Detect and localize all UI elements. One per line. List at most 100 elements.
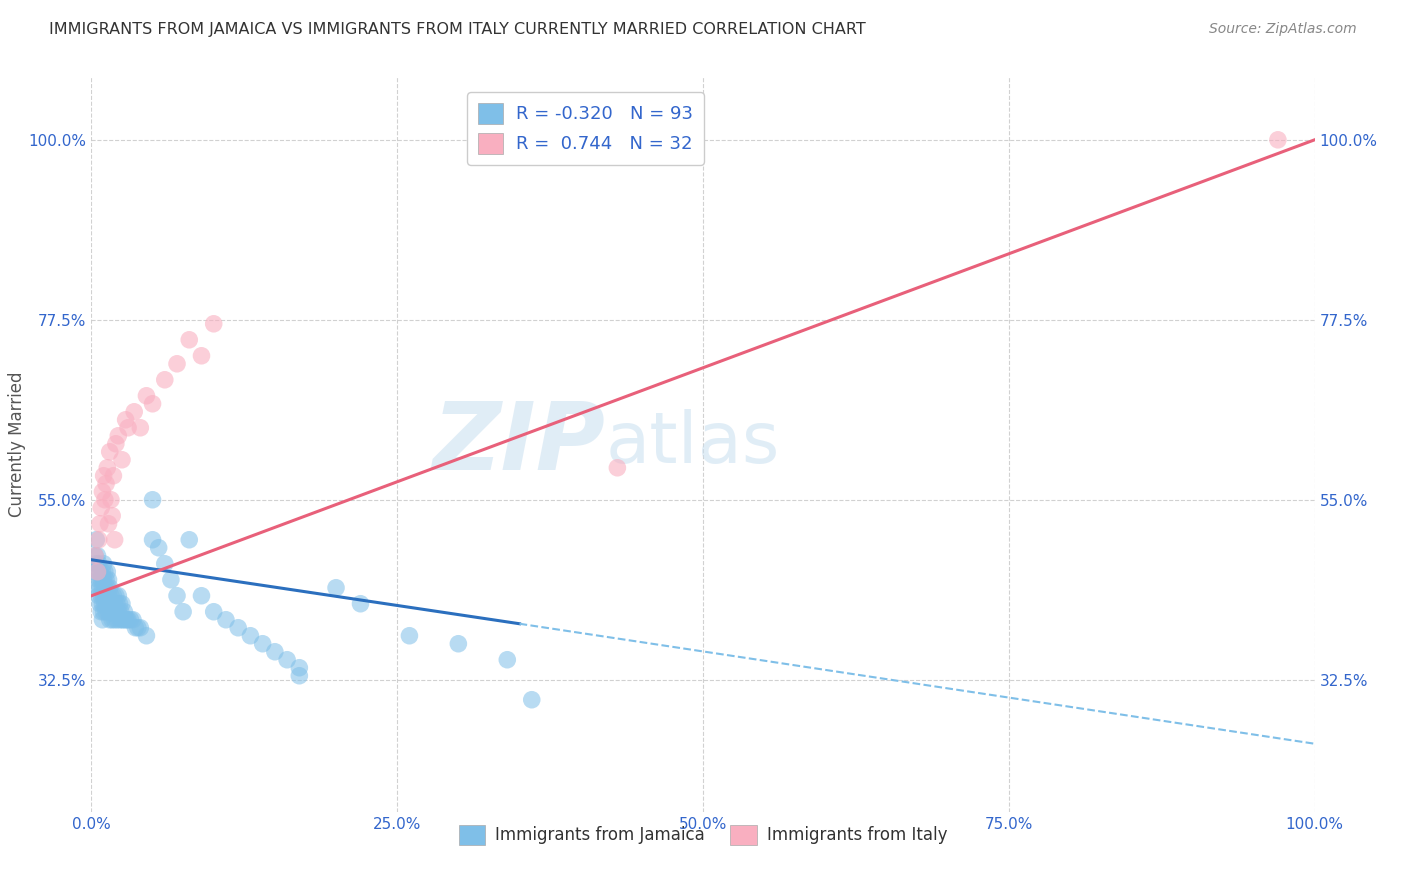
- Point: [105, 597, 128, 611]
- Text: IMMIGRANTS FROM JAMAICA VS IMMIGRANTS FROM ITALY CURRENTLY MARRIED CORRELATION C: IMMIGRANTS FROM JAMAICA VS IMMIGRANTS FR…: [49, 22, 866, 37]
- Point: [115, 613, 138, 627]
- Point: [96, 460, 118, 475]
- Point: [93, 557, 115, 571]
- Point: [100, 589, 122, 603]
- Point: [606, 460, 628, 475]
- Point: [226, 621, 249, 635]
- Legend: Immigrants from Jamaica, Immigrants from Italy: Immigrants from Jamaica, Immigrants from…: [453, 819, 953, 851]
- Point: [104, 597, 127, 611]
- Point: [107, 605, 129, 619]
- Point: [349, 597, 371, 611]
- Point: [86, 565, 108, 579]
- Point: [103, 468, 125, 483]
- Point: [447, 637, 470, 651]
- Point: [101, 613, 124, 627]
- Point: [89, 565, 111, 579]
- Point: [94, 565, 117, 579]
- Point: [111, 452, 134, 467]
- Point: [112, 613, 135, 627]
- Point: [122, 405, 145, 419]
- Point: [96, 581, 118, 595]
- Point: [98, 581, 121, 595]
- Point: [91, 565, 114, 579]
- Point: [103, 589, 125, 603]
- Point: [96, 597, 118, 611]
- Point: [288, 669, 311, 683]
- Point: [496, 653, 519, 667]
- Text: atlas: atlas: [605, 409, 779, 478]
- Point: [93, 573, 115, 587]
- Point: [190, 589, 212, 603]
- Point: [96, 565, 118, 579]
- Point: [84, 549, 107, 563]
- Point: [172, 605, 194, 619]
- Point: [87, 573, 110, 587]
- Point: [160, 573, 183, 587]
- Point: [108, 597, 131, 611]
- Point: [100, 605, 122, 619]
- Point: [91, 581, 114, 595]
- Point: [94, 597, 117, 611]
- Point: [129, 621, 152, 635]
- Point: [97, 605, 120, 619]
- Point: [398, 629, 420, 643]
- Point: [135, 629, 157, 643]
- Point: [84, 557, 107, 571]
- Point: [84, 533, 107, 547]
- Point: [166, 357, 188, 371]
- Point: [111, 613, 134, 627]
- Point: [91, 597, 114, 611]
- Point: [129, 421, 152, 435]
- Point: [101, 508, 124, 523]
- Point: [91, 613, 114, 627]
- Point: [87, 589, 110, 603]
- Text: ZIP: ZIP: [432, 398, 605, 490]
- Point: [325, 581, 347, 595]
- Point: [239, 629, 262, 643]
- Point: [117, 613, 139, 627]
- Point: [135, 389, 157, 403]
- Point: [141, 492, 163, 507]
- Point: [94, 573, 117, 587]
- Point: [94, 605, 117, 619]
- Point: [94, 589, 117, 603]
- Point: [86, 581, 108, 595]
- Point: [97, 516, 120, 531]
- Point: [89, 516, 111, 531]
- Point: [148, 541, 170, 555]
- Point: [124, 621, 146, 635]
- Point: [90, 573, 112, 587]
- Point: [190, 349, 212, 363]
- Point: [104, 533, 127, 547]
- Point: [105, 613, 128, 627]
- Point: [93, 468, 115, 483]
- Point: [84, 549, 107, 563]
- Point: [104, 589, 127, 603]
- Point: [141, 397, 163, 411]
- Point: [153, 373, 176, 387]
- Point: [107, 429, 129, 443]
- Point: [108, 613, 131, 627]
- Point: [86, 565, 108, 579]
- Point: [90, 500, 112, 515]
- Point: [153, 557, 176, 571]
- Point: [90, 605, 112, 619]
- Point: [93, 605, 115, 619]
- Point: [179, 533, 201, 547]
- Point: [288, 661, 311, 675]
- Point: [120, 613, 142, 627]
- Point: [93, 589, 115, 603]
- Point: [252, 637, 274, 651]
- Point: [98, 597, 121, 611]
- Point: [94, 492, 117, 507]
- Point: [127, 621, 149, 635]
- Point: [94, 476, 117, 491]
- Point: [112, 605, 135, 619]
- Point: [89, 597, 111, 611]
- Point: [166, 589, 188, 603]
- Point: [264, 645, 287, 659]
- Point: [104, 605, 127, 619]
- Point: [100, 492, 122, 507]
- Point: [520, 692, 543, 706]
- Point: [114, 413, 136, 427]
